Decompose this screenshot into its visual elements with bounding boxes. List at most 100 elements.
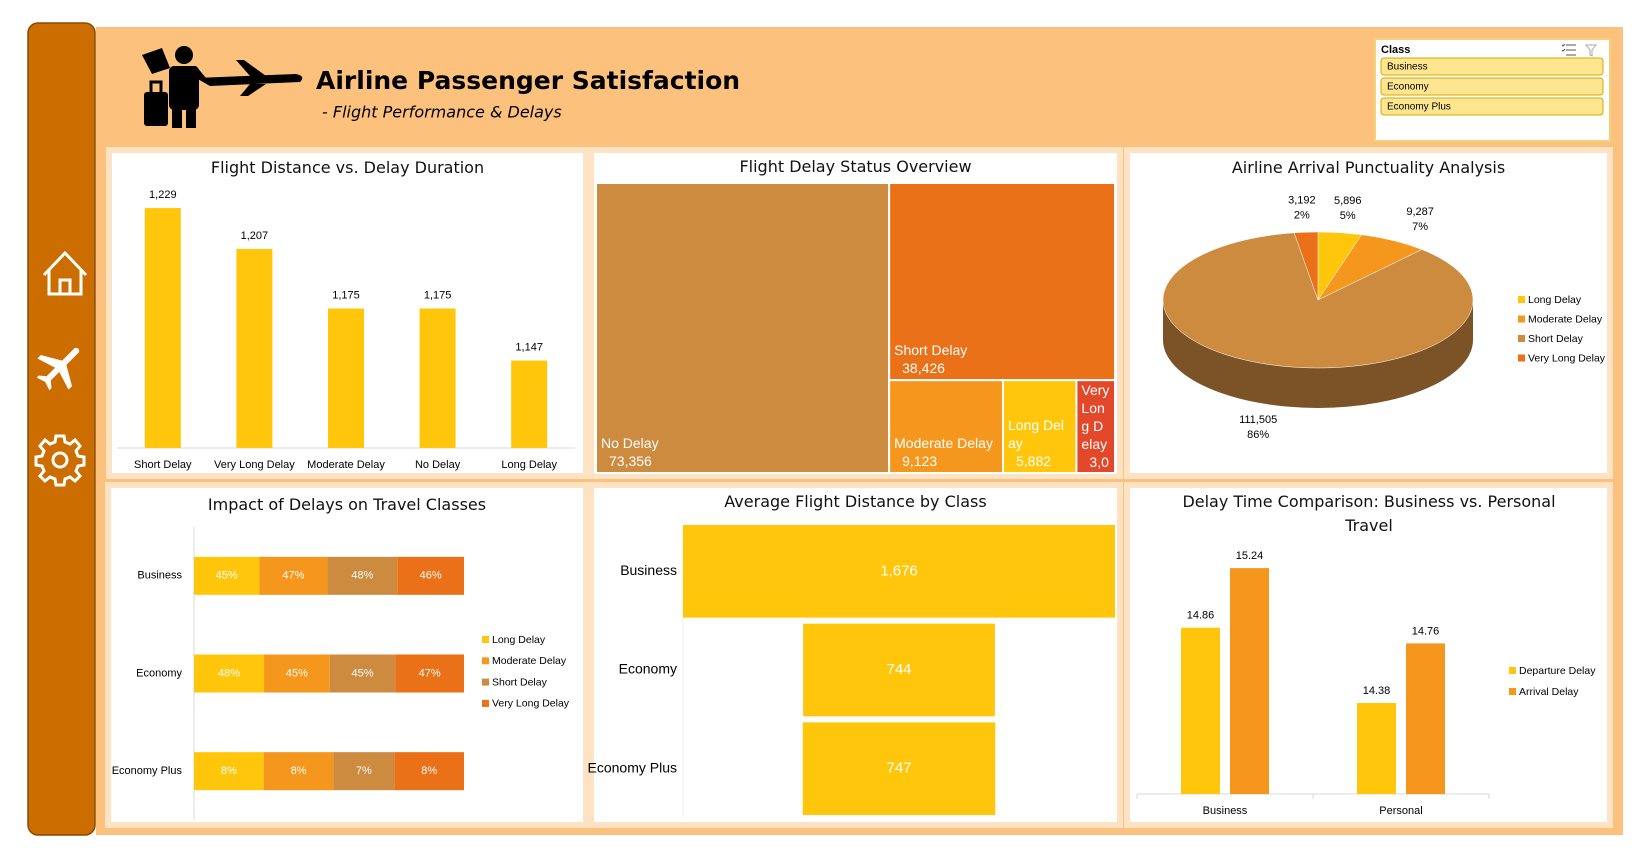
chart-title: Airline Arrival Punctuality Analysis xyxy=(1231,158,1506,177)
plane-icon[interactable] xyxy=(27,333,93,399)
data-label-percent: 7% xyxy=(1412,221,1428,233)
data-label: 47% xyxy=(419,667,441,679)
bar xyxy=(144,208,181,448)
chart-title: Flight Delay Status Overview xyxy=(739,157,972,176)
x-tick-label: No Delay xyxy=(415,459,461,471)
treemap-category: No Delay xyxy=(601,435,659,451)
treemap-value: 38,426 xyxy=(902,360,945,377)
slicer-item-button[interactable] xyxy=(1380,77,1604,96)
bar-segment xyxy=(194,654,265,693)
data-label: 3,192 xyxy=(1288,194,1316,206)
data-label: 1,175 xyxy=(332,289,360,301)
x-tick-label: Personal xyxy=(1379,805,1422,817)
pie-slice xyxy=(1162,232,1474,369)
legend-label: Arrival Delay xyxy=(1519,686,1579,698)
treemap-category: Very Long Delay xyxy=(1081,382,1110,453)
treemap-cell xyxy=(1002,379,1078,475)
funnel-bar xyxy=(683,525,1115,618)
y-tick-label: Business xyxy=(620,562,677,578)
bar-segment xyxy=(263,752,334,791)
legend-swatch xyxy=(1518,335,1525,342)
bar xyxy=(1230,568,1269,794)
slicer-item[interactable]: Business xyxy=(1380,57,1604,76)
bar-segment xyxy=(394,752,464,791)
legend-label: Moderate Delay xyxy=(492,655,567,667)
funnel-bar xyxy=(802,722,996,815)
settings-icon[interactable] xyxy=(34,434,86,487)
slicer-item-button[interactable] xyxy=(1380,97,1604,116)
y-tick-label: Business xyxy=(137,570,182,582)
treemap-cell xyxy=(888,379,1005,475)
treemap-label: Short Delay 38,426 xyxy=(890,184,1114,379)
slicer-item[interactable]: Economy Plus xyxy=(1380,97,1604,116)
x-tick-label: Short Delay xyxy=(134,459,192,471)
treemap-category: Long Delay xyxy=(1008,416,1065,451)
slicer-item-label: Business xyxy=(1387,62,1428,73)
home-icon[interactable] xyxy=(42,250,88,296)
treemap-label-group: No Delay 73,356 xyxy=(601,434,884,470)
bar xyxy=(511,360,548,448)
slicer-item-button[interactable] xyxy=(1380,57,1604,76)
y-tick-label: Economy Plus xyxy=(588,759,677,775)
data-label: 47% xyxy=(282,570,304,582)
data-label: 747 xyxy=(886,760,911,777)
legend-label: Short Delay xyxy=(492,676,548,688)
treemap-label-group: Moderate Delay 9,123 xyxy=(894,434,998,470)
data-label-percent: 2% xyxy=(1294,209,1310,221)
legend-label: Moderate Delay xyxy=(1528,313,1603,325)
bar xyxy=(328,308,364,448)
slicer-item-label: Economy Plus xyxy=(1387,102,1451,113)
y-tick-label: Economy Plus xyxy=(112,765,183,777)
treemap-label-box: No Delay 73,356 xyxy=(597,184,888,472)
bar-segment xyxy=(264,654,330,693)
legend-swatch xyxy=(482,657,489,665)
bar-segment xyxy=(194,556,260,595)
data-label-percent: 5% xyxy=(1340,210,1356,222)
bar xyxy=(1357,703,1396,794)
treemap-category: Moderate Delay xyxy=(894,434,993,451)
x-tick-label: Very Long Delay xyxy=(214,459,295,471)
legend-swatch xyxy=(1518,296,1525,303)
data-label: 8% xyxy=(421,765,437,777)
slicer-item[interactable]: Economy xyxy=(1380,77,1604,96)
data-label: 48% xyxy=(351,570,373,582)
data-label: 7% xyxy=(356,765,372,777)
slicer-title: Class xyxy=(1381,44,1410,56)
data-label: 8% xyxy=(221,765,237,777)
header-icon xyxy=(142,46,303,128)
treemap-value: 5,882 xyxy=(1016,452,1052,469)
slicer-clear-icon[interactable] xyxy=(1584,44,1598,57)
treemap-value: 9,123 xyxy=(902,452,938,469)
legend-label: Departure Delay xyxy=(1519,665,1596,677)
treemap-category: Short Delay xyxy=(894,342,968,359)
dashboard-subtitle: - Flight Performance & Delays xyxy=(322,103,562,122)
bar-segment xyxy=(395,654,464,693)
legend-label: Short Delay xyxy=(1528,333,1584,345)
bar-segment xyxy=(397,556,464,595)
chart-title: Average Flight Distance by Class xyxy=(724,492,987,511)
data-label: 1,207 xyxy=(241,230,269,242)
x-tick-label: Business xyxy=(1203,805,1248,817)
y-tick-label: Economy xyxy=(619,661,677,677)
bar-segment xyxy=(329,654,396,693)
x-tick-label: Moderate Delay xyxy=(307,459,385,471)
pie-depth xyxy=(1163,300,1473,408)
slicer-multiselect-icon[interactable] xyxy=(1561,43,1576,56)
data-label: 14.38 xyxy=(1363,685,1391,697)
legend-label: Very Long Delay xyxy=(492,698,570,710)
treemap-label: Moderate Delay 9,123 xyxy=(890,381,1002,472)
treemap-label: No Delay 73,356 xyxy=(597,184,888,472)
data-label: 5,896 xyxy=(1334,195,1362,207)
treemap-label: Long Delay 5,882 xyxy=(1004,381,1075,472)
treemap-label-group: Long Delay 5,882 xyxy=(1008,416,1071,470)
funnel-bar xyxy=(803,623,995,717)
legend-swatch xyxy=(1509,667,1516,674)
x-tick-label: Long Delay xyxy=(501,459,557,471)
treemap-cell xyxy=(595,182,891,474)
data-label: 744 xyxy=(886,661,911,678)
